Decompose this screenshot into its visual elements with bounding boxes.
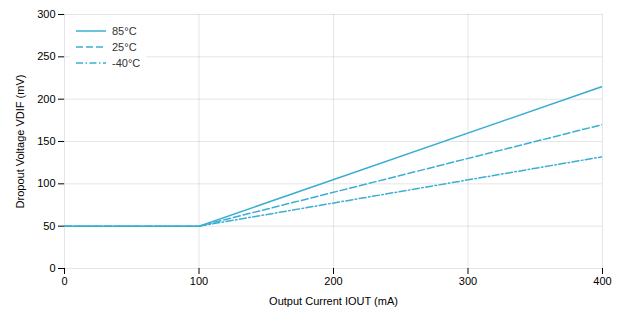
svg-text:0: 0 (49, 262, 55, 274)
svg-text:Output Current IOUT (mA): Output Current IOUT (mA) (269, 295, 398, 307)
svg-text:50: 50 (43, 220, 55, 232)
svg-text:Dropout Voltage VDIF (mV): Dropout Voltage VDIF (mV) (14, 75, 26, 209)
svg-text:250: 250 (37, 50, 55, 62)
html-text:85°C: 85°C (112, 25, 137, 37)
svg-text:150: 150 (37, 135, 55, 147)
html-text:25°C: 25°C (112, 41, 137, 53)
svg-text:400: 400 (593, 275, 611, 287)
svg-text:0: 0 (61, 275, 67, 287)
svg-text:200: 200 (37, 93, 55, 105)
svg-text:100: 100 (190, 275, 208, 287)
svg-text:100: 100 (37, 177, 55, 189)
html-text:-40°C: -40°C (112, 57, 141, 69)
svg-text:200: 200 (324, 275, 342, 287)
svg-text:300: 300 (459, 275, 477, 287)
svg-text:300: 300 (37, 8, 55, 20)
